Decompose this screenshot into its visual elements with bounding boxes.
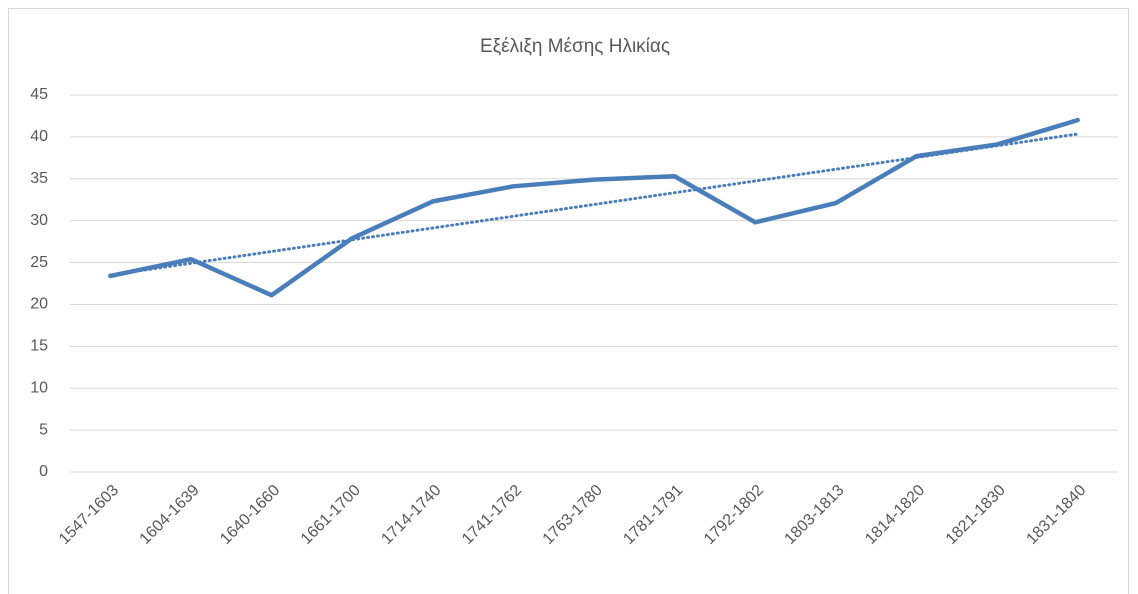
y-tick-label: 25 xyxy=(30,254,48,271)
data-line xyxy=(108,117,1080,298)
y-tick-label: 30 xyxy=(30,212,48,229)
y-tick-label: 15 xyxy=(30,338,48,355)
y-tick-label: 40 xyxy=(30,128,48,145)
y-tick-label: 20 xyxy=(30,296,48,313)
y-tick-label: 0 xyxy=(39,463,48,480)
y-tick-label: 45 xyxy=(30,86,48,103)
chart-title: Εξέλιξη Μέσης Ηλικίας xyxy=(480,36,670,57)
y-tick-label: 35 xyxy=(30,170,48,187)
y-tick-label: 5 xyxy=(39,421,48,438)
y-tick-label: 10 xyxy=(30,379,48,396)
chart-frame xyxy=(8,8,1129,594)
